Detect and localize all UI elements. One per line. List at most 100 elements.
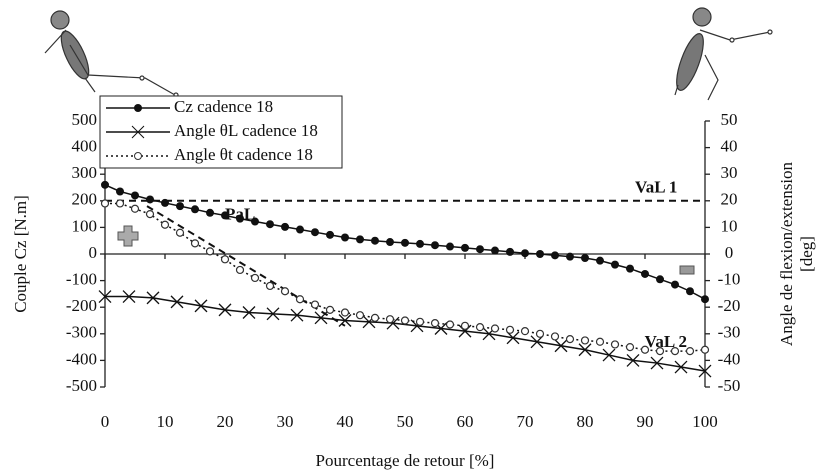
point xyxy=(116,187,124,196)
point xyxy=(281,222,289,231)
point xyxy=(580,336,590,345)
point xyxy=(521,249,529,258)
point xyxy=(625,343,635,352)
point xyxy=(701,295,709,304)
x-tick-label: 100 xyxy=(692,412,718,431)
x-tick-label: 40 xyxy=(337,412,354,431)
point xyxy=(236,214,244,223)
x-tick-label: 20 xyxy=(217,412,234,431)
point xyxy=(550,332,560,341)
point xyxy=(698,364,712,378)
point xyxy=(401,238,409,247)
point xyxy=(161,198,169,207)
point xyxy=(371,236,379,245)
point xyxy=(310,300,320,309)
point xyxy=(295,295,305,304)
x-tick-label: 80 xyxy=(577,412,594,431)
point xyxy=(386,238,394,247)
point xyxy=(430,319,440,328)
reference-label: PaL xyxy=(225,205,255,224)
point xyxy=(458,324,472,338)
point xyxy=(326,230,334,239)
point xyxy=(242,306,256,319)
y2-tick-label: 50 xyxy=(721,110,738,129)
y-tick-label: 200 xyxy=(72,190,98,209)
y-tick-label: 100 xyxy=(72,216,98,235)
y-tick-label: -400 xyxy=(66,349,97,368)
x-tick-label: 70 xyxy=(517,412,534,431)
point xyxy=(122,290,136,304)
point xyxy=(101,180,109,189)
y-tick-label: 300 xyxy=(72,163,98,182)
y2-axis-label: [deg] xyxy=(797,236,816,272)
x-tick-label: 90 xyxy=(637,412,654,431)
point xyxy=(160,220,170,229)
point xyxy=(476,245,484,254)
figure-right xyxy=(674,7,773,101)
point xyxy=(115,199,125,208)
point xyxy=(415,317,425,326)
point xyxy=(218,303,232,317)
point xyxy=(460,321,470,330)
point xyxy=(641,269,649,278)
series xyxy=(98,290,712,378)
point xyxy=(700,345,710,354)
point xyxy=(671,280,679,289)
point xyxy=(650,356,664,370)
legend-marker xyxy=(134,152,142,160)
y2-tick-label: 30 xyxy=(721,163,738,182)
y-tick-label: 400 xyxy=(72,137,98,156)
point xyxy=(416,239,424,248)
point xyxy=(656,275,664,284)
point xyxy=(685,346,695,356)
point xyxy=(290,308,304,322)
series xyxy=(100,199,710,356)
point xyxy=(170,295,184,309)
y-tick-label: 0 xyxy=(89,243,98,262)
y2-tick-label: -10 xyxy=(718,270,741,289)
point xyxy=(506,331,520,345)
y-tick-label: -200 xyxy=(66,296,97,315)
annotation: VaL 2 xyxy=(645,332,687,351)
reference-label: VaL 1 xyxy=(635,178,677,197)
point xyxy=(340,308,350,317)
point xyxy=(220,255,230,264)
figure-left xyxy=(44,10,179,98)
x-tick-label: 60 xyxy=(457,412,474,431)
point xyxy=(596,256,604,265)
point xyxy=(505,325,515,334)
point xyxy=(626,264,634,273)
point xyxy=(175,228,185,237)
point xyxy=(520,327,530,336)
x-tick-label: 10 xyxy=(157,412,174,431)
legend-label: Angle θt cadence 18 xyxy=(174,145,313,164)
point xyxy=(581,253,589,262)
point xyxy=(341,233,349,242)
point xyxy=(251,217,259,226)
point xyxy=(356,235,364,244)
y-tick-label: -100 xyxy=(66,270,97,289)
point xyxy=(370,313,380,322)
point xyxy=(506,247,514,256)
point xyxy=(551,251,559,260)
point xyxy=(475,323,485,332)
point xyxy=(626,353,640,367)
point xyxy=(670,346,680,356)
point xyxy=(355,311,365,320)
plus-icon xyxy=(117,225,139,247)
point xyxy=(640,345,650,354)
x-tick-label: 0 xyxy=(101,412,110,431)
point xyxy=(266,220,274,229)
legend-marker xyxy=(131,125,145,139)
point xyxy=(325,305,335,314)
point xyxy=(535,329,545,338)
point xyxy=(146,291,160,305)
point xyxy=(461,243,469,252)
y-tick-label: -500 xyxy=(66,376,97,395)
point xyxy=(221,211,229,220)
y2-tick-label: 0 xyxy=(725,243,734,262)
point xyxy=(400,316,410,325)
y2-tick-label: -30 xyxy=(718,323,741,342)
point xyxy=(578,343,592,357)
point xyxy=(491,246,499,255)
